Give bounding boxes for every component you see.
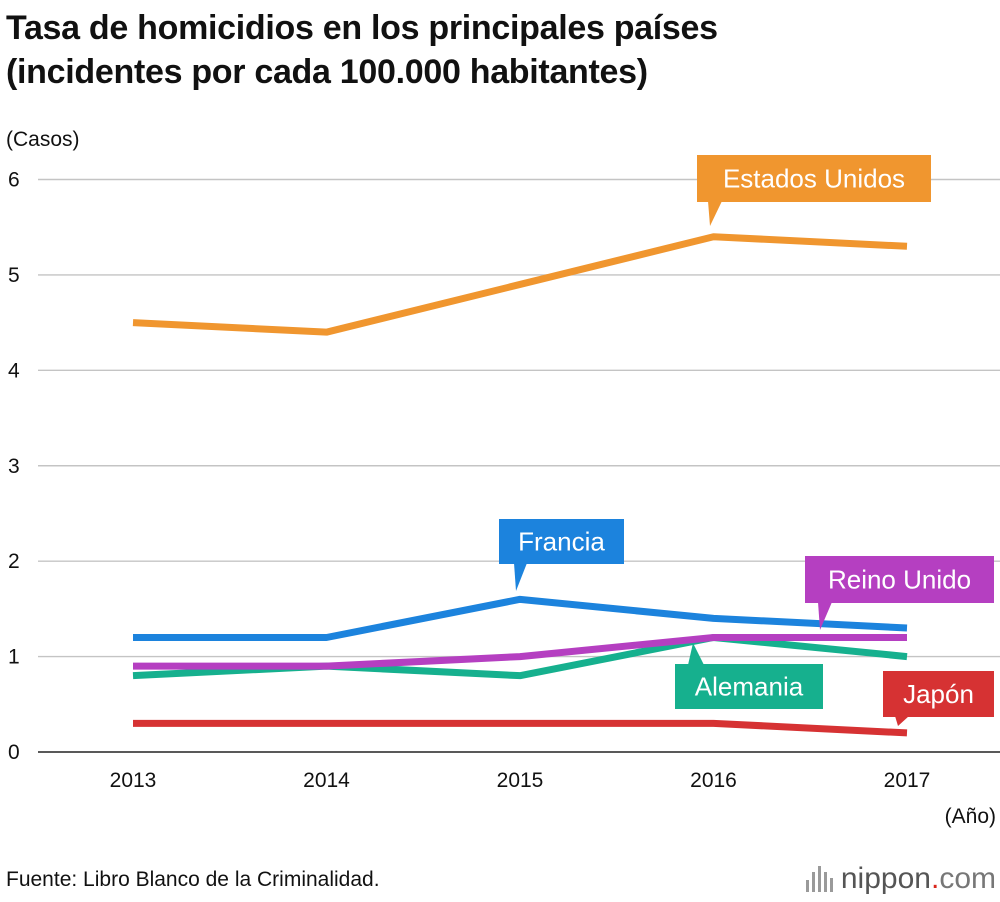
logo-dot: . [930,862,940,895]
series-line [133,719,908,737]
series-label: Japón [903,679,974,709]
logo-name: nippon [840,862,931,895]
series-label-box [675,664,823,709]
chart-title-line-1: Tasa de homicidios en los principales pa… [6,9,718,47]
series-label-pointer [514,563,527,591]
series-label: Alemania [695,672,804,702]
chart-title: Tasa de homicidios en los principales pa… [6,6,718,94]
series-label: Estados Unidos [723,164,905,194]
x-tick-label: 2013 [110,769,157,792]
source-note: Fuente: Libro Blanco de la Criminalidad. [6,868,380,891]
nippon-logo: nippon. com [805,862,996,896]
y-tick-label: 0 [8,741,20,764]
y-tick-label: 6 [8,169,20,192]
series-label-box [883,671,994,717]
y-tick-label: 2 [8,550,20,573]
x-tick-label: 2017 [884,769,931,792]
series-label-box [697,155,931,202]
series-label: Francia [518,527,605,557]
series-label-pointer [708,201,722,226]
x-tick-label: 2016 [690,769,737,792]
logo-tld: com [939,862,996,895]
logo-bars-icon [805,866,833,892]
line-chart: 0 1 2 3 4 5 6 (Casos) (Año) 2013 2014 2015 2016 2017 E… [6,128,1000,828]
chart-title-line-2: (incidentes por cada 100.000 habitantes) [6,53,648,91]
y-axis-title: (Casos) [6,128,80,151]
series-label-box [499,519,624,564]
y-tick-label: 1 [8,646,20,669]
series-label-pointer [818,602,832,630]
series-label-box [805,556,994,603]
series-line [133,634,907,670]
x-tick-label: 2014 [303,769,350,792]
y-tick-label: 5 [8,264,20,287]
series-line [132,233,908,336]
series-label-pointer [895,716,909,726]
series-label: Reino Unido [828,565,971,595]
series-line [133,595,908,641]
x-tick-label: 2015 [497,769,544,792]
series-label-pointer [688,643,704,665]
y-tick-label: 3 [8,455,20,478]
y-tick-label: 4 [8,359,20,382]
x-axis-title: (Año) [945,805,996,828]
